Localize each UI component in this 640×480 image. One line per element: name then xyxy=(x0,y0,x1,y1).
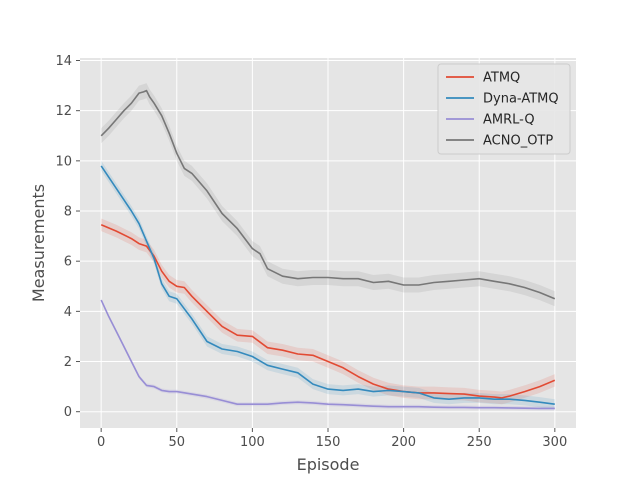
y-axis-label: Measurements xyxy=(29,184,48,302)
x-tick-label: 300 xyxy=(542,435,567,450)
grid-lines xyxy=(80,58,576,428)
y-tick-label: 0 xyxy=(64,405,72,420)
y-tick-label: 14 xyxy=(55,54,72,69)
series-lines xyxy=(100,89,556,410)
y-tick-label: 8 xyxy=(64,205,72,220)
x-tick-label: 150 xyxy=(316,435,341,450)
line-acno-otp xyxy=(100,89,556,300)
x-axis-ticks: 0 50 100 150 200 250 300 xyxy=(97,428,567,450)
line-amrl-q xyxy=(100,299,555,410)
x-tick-label: 250 xyxy=(467,435,492,450)
legend-box xyxy=(437,63,571,155)
x-tick-label: 50 xyxy=(169,435,186,450)
line-atmq xyxy=(100,224,556,399)
y-tick-label: 6 xyxy=(64,255,72,270)
y-tick-label: 10 xyxy=(55,154,72,169)
band-atmq xyxy=(101,218,555,405)
legend-label-acno-otp: ACNO_OTP xyxy=(483,134,553,149)
x-tick-label: 0 xyxy=(97,435,105,450)
x-axis-label: Episode xyxy=(297,455,360,474)
line-dyna-atmq xyxy=(100,165,555,405)
y-tick-label: 2 xyxy=(64,355,72,370)
band-dyna-atmq xyxy=(101,160,555,410)
y-tick-label: 12 xyxy=(55,104,72,119)
y-tick-label: 4 xyxy=(64,305,72,320)
legend-label-dyna-atmq: Dyna-ATMQ xyxy=(483,92,559,107)
legend-label-amrl-q: AMRL-Q xyxy=(483,113,535,128)
y-axis-ticks: 0 2 4 6 8 10 12 14 xyxy=(55,54,80,420)
x-tick-label: 100 xyxy=(240,435,265,450)
x-tick-label: 200 xyxy=(391,435,416,450)
legend-label-atmq: ATMQ xyxy=(483,71,520,86)
legend: ATMQ Dyna-ATMQ AMRL-Q ACNO_OTP xyxy=(437,63,571,155)
